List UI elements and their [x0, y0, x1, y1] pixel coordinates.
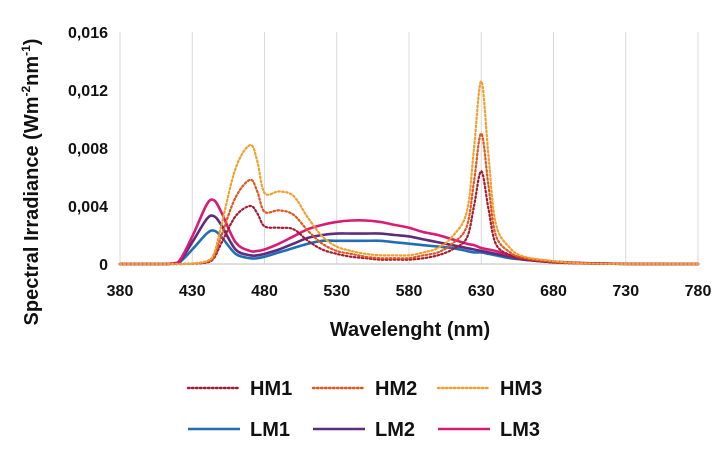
- legend-label-lm3: LM3: [500, 419, 540, 441]
- y-tick-label: 0,012: [68, 83, 108, 100]
- legend-label-lm2: LM2: [375, 419, 415, 441]
- legend-label-hm3: HM3: [500, 378, 542, 400]
- y-tick-labels: 0 0,004 0,008 0,012 0,016: [68, 25, 108, 274]
- vertical-gridlines: [119, 32, 699, 264]
- x-tick-label: 630: [468, 283, 495, 300]
- y-tick-label: 0,008: [68, 141, 108, 158]
- legend: HM1 HM2 HM3 LM1 LM2 LM3: [186, 378, 542, 441]
- x-tick-label: 580: [396, 283, 423, 300]
- series-line-lm1: [118, 229, 700, 266]
- series-line-hm3: [118, 80, 700, 266]
- y-axis-title-sup1: -2: [19, 86, 33, 97]
- x-tick-label: 480: [251, 283, 278, 300]
- series-lines: [118, 80, 700, 266]
- y-axis-title-main: Spectral Irradiance (Wm: [21, 97, 43, 326]
- legend-label-hm2: HM2: [375, 378, 417, 400]
- y-axis-title-sup2: -1: [19, 45, 33, 56]
- y-tick-label: 0,016: [68, 25, 108, 42]
- y-tick-label: 0: [99, 257, 108, 274]
- x-tick-label: 530: [323, 283, 350, 300]
- legend-label-lm1: LM1: [250, 419, 290, 441]
- x-tick-label: 430: [179, 283, 206, 300]
- y-axis-title-end: ): [21, 39, 43, 46]
- x-tick-label: 680: [540, 283, 567, 300]
- x-tick-label: 730: [612, 283, 639, 300]
- x-axis-title: Wavelenght (nm): [330, 319, 490, 341]
- x-tick-label: 380: [107, 283, 134, 300]
- y-axis-title-mid: nm: [21, 56, 43, 86]
- y-axis-title: Spectral Irradiance (Wm-2nm-1): [19, 39, 43, 326]
- x-tick-label: 780: [685, 283, 712, 300]
- y-tick-label: 0,004: [68, 199, 108, 216]
- x-tick-labels: 380 430 480 530 580 630 680 730 780: [107, 283, 712, 300]
- series-line-lm2: [118, 214, 700, 266]
- legend-label-hm1: HM1: [250, 378, 292, 400]
